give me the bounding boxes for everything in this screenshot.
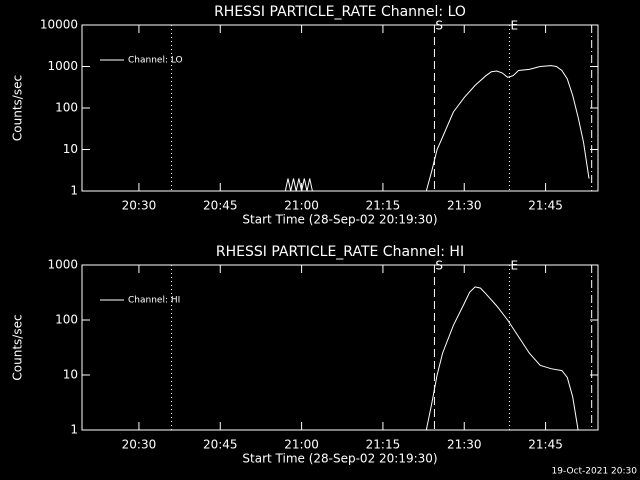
chart-title: RHESSI PARTICLE_RATE Channel: LO [214,4,466,20]
x-tick-label: 21:45 [528,438,563,452]
x-tick-label: 21:15 [366,199,401,213]
y-axis-label: Counts/sec [11,314,25,380]
x-tick-label: 21:30 [447,199,482,213]
x-tick-label: 21:30 [447,438,482,452]
x-tick-label: 21:00 [284,199,319,213]
y-tick-label: 1 [70,423,78,437]
event-label: S [435,259,443,273]
chart-title: RHESSI PARTICLE_RATE Channel: HI [216,244,464,260]
data-line [284,65,590,192]
y-tick-label: 10 [63,142,78,156]
y-tick-label: 100 [55,313,78,327]
y-tick-label: 10 [63,368,78,382]
legend-label: Channel: LO [128,56,183,66]
y-tick-label: 1 [70,184,78,198]
y-tick-label: 10000 [40,18,78,32]
x-axis-label: Start Time (28-Sep-02 20:19:30) [242,452,437,466]
event-label: E [510,19,518,33]
plot-frame [81,264,599,431]
plot-frame [81,24,599,192]
x-axis-label: Start Time (28-Sep-02 20:19:30) [242,213,437,227]
x-tick-label: 21:15 [366,438,401,452]
x-tick-label: 20:30 [122,438,157,452]
data-line [425,286,579,431]
legend-label: Channel: HI [128,296,180,306]
y-tick-label: 1000 [47,258,78,272]
y-tick-label: 100 [55,101,78,115]
x-tick-label: 21:00 [284,438,319,452]
x-tick-label: 20:30 [122,199,157,213]
x-tick-label: 21:45 [528,199,563,213]
footer: 19-Oct-2021 20:30 [552,467,638,477]
event-label: E [510,259,518,273]
event-label: S [435,19,443,33]
x-tick-label: 20:45 [203,438,238,452]
x-tick-label: 20:45 [203,199,238,213]
y-tick-label: 1000 [47,59,78,73]
y-axis-label: Counts/sec [11,75,25,141]
